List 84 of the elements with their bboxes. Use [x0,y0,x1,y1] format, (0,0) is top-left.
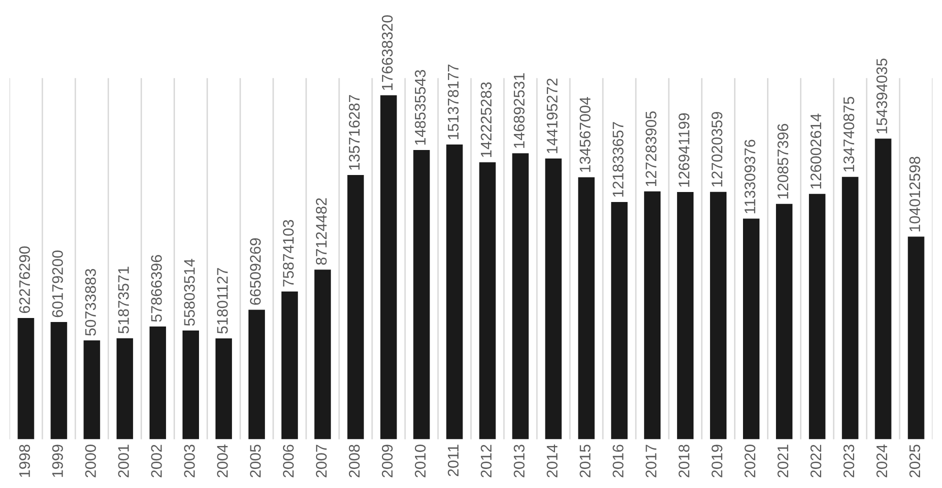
data-label: 126002614 [810,114,822,189]
x-tick-label: 2014 [546,444,558,478]
bar [512,153,529,440]
bar [116,338,134,440]
x-tick-label: 2023 [843,444,854,478]
bar [446,144,463,440]
x-tick-label: 1999 [52,444,63,477]
x-tick-label: 2002 [151,444,162,478]
x-tick-label: 2011 [448,444,459,476]
x-tick-label: 2015 [580,444,590,478]
data-label: 144195272 [546,78,558,154]
bar [50,322,68,440]
x-tick-label: 2004 [217,444,228,478]
x-tick-label: 2024 [876,444,888,478]
x-tick-label: 2009 [382,444,393,478]
bar [776,204,792,440]
data-label: 120857396 [778,124,788,199]
x-tick-label: 2019 [712,444,722,478]
bar [578,177,595,440]
bar [182,330,199,440]
bar [413,150,430,440]
data-label: 113309376 [744,140,756,214]
x-tick-label: 2008 [348,444,360,478]
data-label: 126941199 [678,113,690,187]
data-label: 134740875 [843,96,854,172]
bar [710,192,727,440]
bar [84,340,100,440]
data-label: 127020359 [712,112,722,187]
bar [842,176,858,440]
x-tick-label: 2021 [778,444,788,478]
x-tick-label: 2007 [316,444,327,478]
bar [611,202,628,440]
x-tick-label: 2001 [118,444,129,478]
data-label: 50733883 [85,268,96,336]
bar [18,318,34,440]
x-tick-label: 2016 [612,444,624,478]
x-tick-label: 1998 [19,444,30,477]
x-tick-label: 2010 [414,444,426,478]
data-label: 154394035 [876,58,888,134]
bar [380,95,397,440]
x-tick-label: 2006 [282,444,294,478]
bar [545,158,562,440]
x-tick-label: 2005 [250,444,261,478]
data-label: 62276290 [19,246,30,313]
bar [874,138,892,440]
x-tick-label: 2017 [646,444,656,478]
x-tick-label: 2025 [909,444,920,478]
x-tick-label: 2022 [810,444,822,478]
data-label: 134567004 [580,97,590,172]
data-label: 151378177 [448,64,459,140]
data-label: 66509269 [250,238,261,305]
data-label: 55803514 [184,258,195,326]
data-label: 148535543 [414,70,426,145]
bar [248,310,265,440]
bar [908,236,924,440]
x-tick-label: 2003 [184,444,195,478]
data-label: 104012598 [909,156,920,232]
data-label: 135716287 [348,95,360,170]
bar [281,291,298,440]
data-label: 57866396 [151,255,162,322]
data-label: 51801127 [217,268,228,334]
data-label: 75874103 [282,220,294,287]
data-label: 87124482 [316,198,327,265]
data-label: 146892531 [514,73,525,148]
bar [150,326,166,440]
bar [743,218,760,440]
x-tick-label: 2012 [480,444,492,478]
bar [314,270,331,440]
data-label: 121833657 [612,122,624,197]
bar [215,338,232,440]
data-label: 176638320 [382,15,393,90]
bar [347,174,364,440]
data-label: 142225283 [480,82,492,157]
bar [644,191,661,440]
x-tick-label: 2018 [678,444,690,478]
bar [808,194,826,440]
bar [479,162,496,440]
bar [677,192,694,440]
x-tick-label: 2000 [85,444,96,478]
x-tick-label: 2020 [744,444,756,478]
data-label: 51873571 [118,266,129,334]
x-tick-label: 2013 [514,444,525,478]
data-label: 127283905 [646,111,656,186]
data-label: 60179200 [52,250,63,318]
